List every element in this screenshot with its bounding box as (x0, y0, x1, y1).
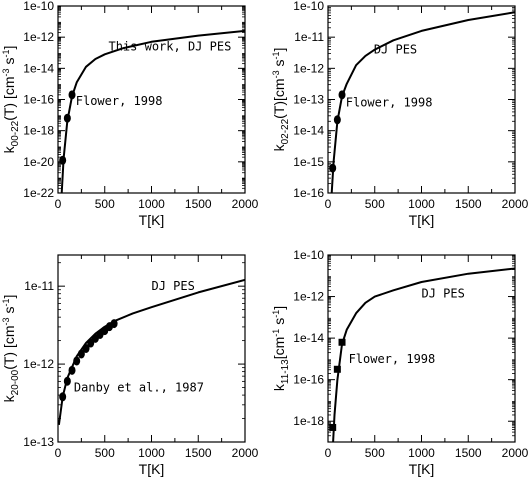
y-tick-label: 1e-11 (294, 30, 324, 44)
x-tick-label: 2000 (232, 446, 259, 460)
annotation: This work, DJ PES (108, 40, 231, 54)
x-tick-label: 0 (55, 197, 62, 211)
data-point (338, 90, 346, 100)
y-tick-label: 1e-14 (23, 61, 54, 75)
y-axis-label: k11-13[cm-1 s-1] (271, 306, 291, 391)
y-axis-label: k02-22(T)[cm-3 s-1] (271, 48, 291, 152)
y-tick-label: 1e-12 (293, 61, 324, 75)
data-point (68, 365, 76, 375)
y-tick-label: 1e-11 (24, 279, 54, 293)
y-tick-label: 1e-13 (293, 93, 324, 107)
x-tick-label: 1500 (455, 446, 482, 460)
y-tick-label: 1e-14 (293, 124, 324, 138)
data-point (63, 376, 71, 386)
annotation: Danby et al., 1987 (74, 380, 204, 394)
x-tick-label: 1500 (185, 197, 212, 211)
y-tick-label: 1e-12 (293, 290, 324, 304)
y-tick-label: 1e-10 (293, 0, 324, 13)
y-tick-label: 1e-13 (23, 435, 54, 449)
chart-b: 0 500 1000 1500 2000 1e-16 1e-15 1e-14 1e-13 1e-1… (271, 0, 529, 228)
x-tick-label: 0 (325, 446, 332, 460)
x-tick-label: 500 (95, 446, 115, 460)
x-tick-label: 1500 (455, 197, 482, 211)
x-tick-label: 1000 (138, 197, 165, 211)
x-tick-label: 500 (95, 197, 115, 211)
x-tick-label: 2000 (502, 446, 529, 460)
y-tick-label: 1e-12 (23, 357, 54, 371)
data-point (59, 392, 67, 402)
data-point (110, 319, 118, 329)
y-tick-label: 1e-22 (23, 186, 54, 200)
data-point (333, 365, 341, 373)
y-tick-label: 1e-16 (23, 93, 54, 107)
x-tick-label: 1500 (185, 446, 212, 460)
x-tick-label: 2000 (502, 197, 529, 211)
data-point (68, 90, 76, 100)
chart-a: 0 500 1000 1500 2000 1e-22 1e-20 1e-18 1e-16 1e-1… (1, 0, 259, 228)
series-curve (330, 11, 515, 193)
x-tick-label: 1000 (408, 446, 435, 460)
x-tick-label: 1000 (408, 197, 435, 211)
annotation: DJ PES (422, 286, 465, 300)
plot-frame (327, 254, 516, 443)
data-point (329, 163, 337, 173)
x-tick-label: 500 (365, 446, 385, 460)
y-tick-label: 1e-15 (293, 155, 324, 169)
x-axis-label: T[K] (139, 461, 165, 477)
y-tick-label: 1e-10 (23, 0, 54, 13)
data-point (63, 113, 71, 123)
annotation: Flower, 1998 (76, 94, 163, 108)
data-point (333, 115, 341, 125)
series-curve (60, 29, 245, 193)
x-tick-label: 500 (365, 197, 385, 211)
data-point (338, 338, 346, 346)
annotation: DJ PES (374, 43, 417, 57)
y-tick-label: 1e-16 (293, 373, 324, 387)
chart-c: 0 500 1000 1500 2000 1e-13 1e-12 1e-11 T[K] k20-0… (1, 254, 259, 477)
y-tick-label: 1e-18 (23, 124, 54, 138)
data-point (59, 155, 67, 165)
y-axis-label: k00-22(T) [cm-3 s-1] (1, 46, 21, 154)
y-tick-label: 1e-12 (23, 30, 54, 44)
chart-d: 0 500 1000 1500 2000 1e-18 1e-16 1e-14 1e-12 1e-1… (271, 248, 529, 477)
x-axis-label: T[K] (139, 212, 165, 228)
y-tick-label: 1e-20 (23, 155, 54, 169)
annotation: Flower, 1998 (349, 352, 436, 366)
y-tick-label: 1e-10 (293, 248, 324, 262)
data-point (77, 349, 85, 359)
x-axis-label: T[K] (409, 212, 435, 228)
x-tick-label: 1000 (138, 446, 165, 460)
x-tick-label: 2000 (232, 197, 259, 211)
y-tick-label: 1e-18 (293, 414, 324, 428)
data-point (82, 344, 90, 353)
annotation: DJ PES (152, 279, 195, 293)
x-tick-label: 0 (55, 446, 62, 460)
series-curve (332, 267, 515, 442)
x-axis-label: T[K] (409, 461, 435, 477)
annotation: Flower, 1998 (346, 96, 433, 110)
y-tick-label: 1e-14 (293, 331, 324, 345)
data-point (73, 356, 81, 366)
y-tick-label: 1e-16 (293, 186, 324, 200)
y-axis-label: k20-00(T) [cm-3 s-1] (1, 295, 21, 403)
x-tick-label: 0 (325, 197, 332, 211)
data-point (329, 423, 337, 431)
